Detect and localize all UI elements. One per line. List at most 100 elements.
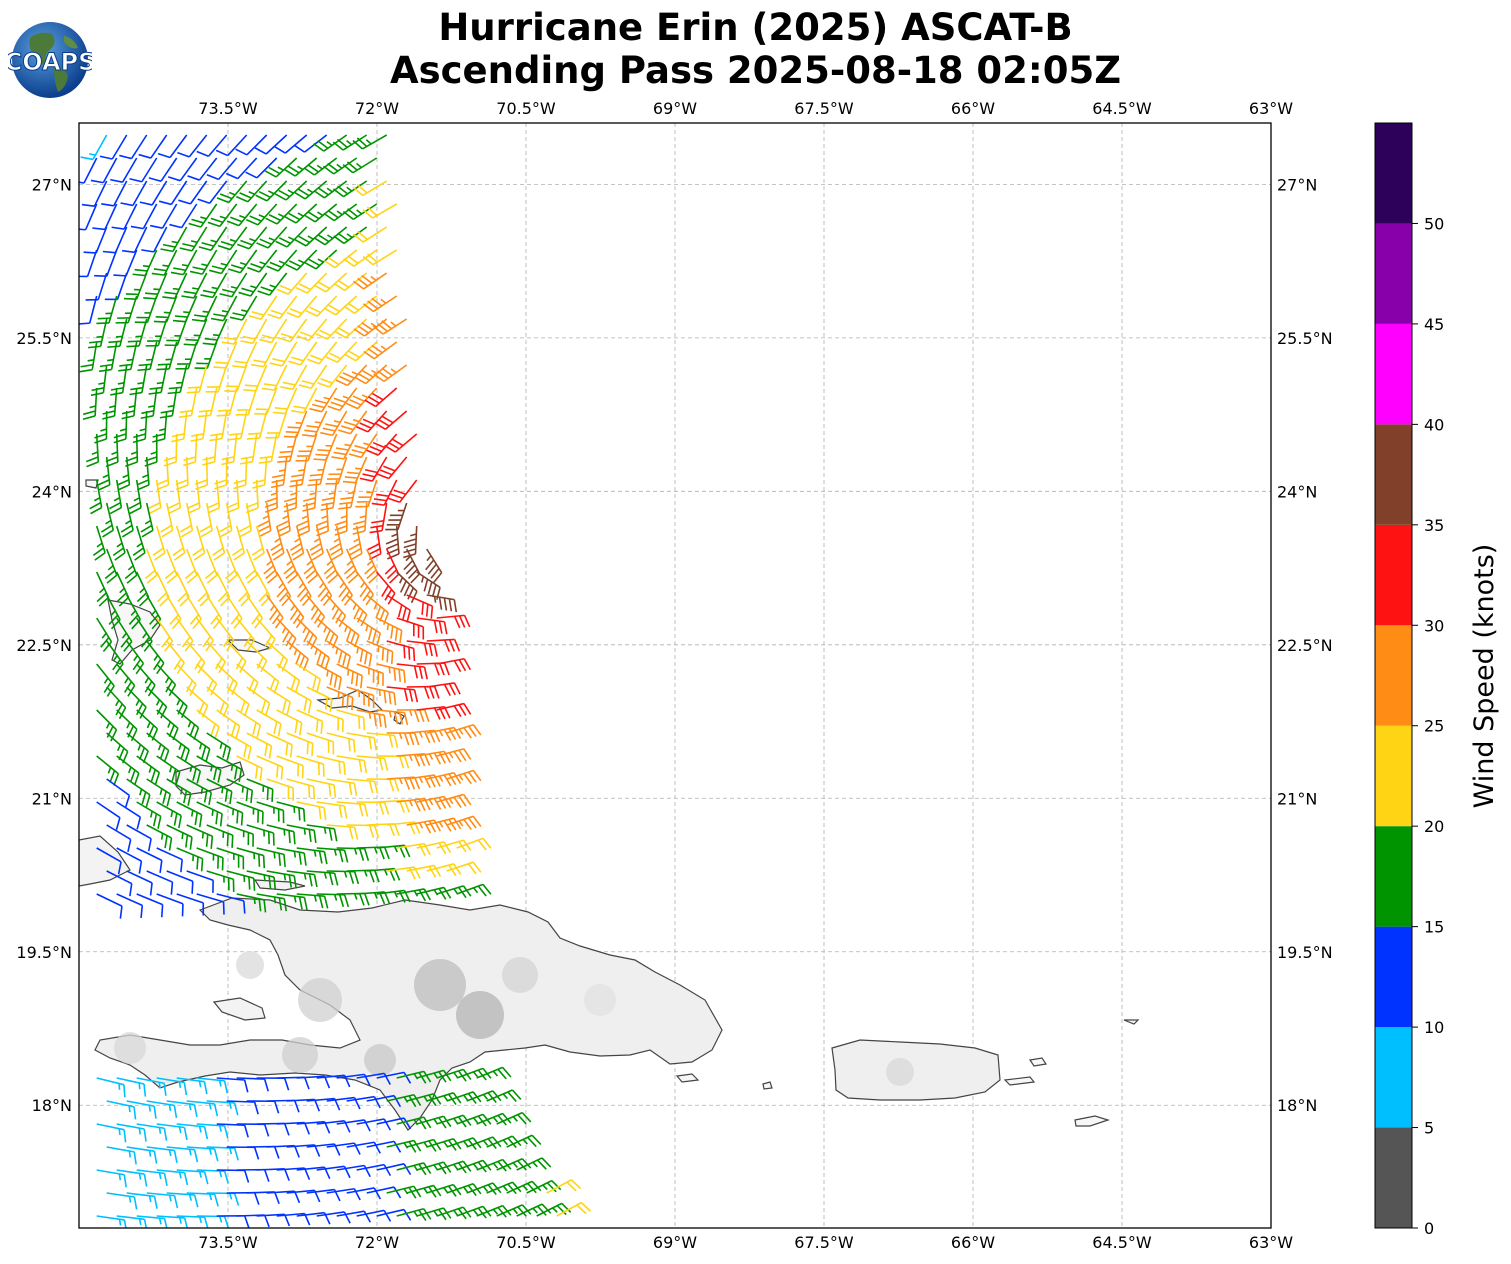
- wind-barb: [164, 318, 188, 347]
- wind-barb: [276, 801, 306, 822]
- wind-barb: [217, 226, 248, 251]
- wind-barb: [306, 732, 335, 755]
- wind-barb: [286, 1098, 321, 1112]
- wind-barb: [104, 548, 118, 584]
- wind-barb: [79, 157, 98, 184]
- terrain-shading: [414, 959, 466, 1011]
- wind-barb: [314, 272, 348, 293]
- colorbar: [1374, 122, 1413, 1229]
- wind-barb: [206, 1146, 239, 1161]
- wind-barb: [346, 778, 379, 794]
- wind-barb: [180, 502, 194, 538]
- wind-barb: [171, 410, 188, 443]
- wind-barb: [236, 1168, 270, 1182]
- wind-barb: [276, 272, 308, 295]
- wind-barb: [126, 824, 152, 852]
- wind-barb: [175, 571, 190, 607]
- wind-barb: [290, 525, 305, 561]
- colorbar-tick-label: 30: [1424, 616, 1444, 635]
- wind-barb: [376, 1208, 412, 1221]
- wind-barb: [506, 1134, 542, 1148]
- wind-barb: [144, 548, 158, 584]
- wind-barb: [197, 387, 218, 418]
- wind-barb: [106, 824, 132, 852]
- wind-barb: [286, 870, 318, 888]
- wind-barb: [106, 686, 127, 720]
- lon-tick-label-top: 64.5°W: [1092, 99, 1152, 118]
- wind-barb: [126, 870, 153, 896]
- wind-barb: [96, 709, 118, 742]
- wind-barb: [385, 525, 400, 560]
- wind-barb: [286, 778, 316, 800]
- wind-barb: [276, 893, 308, 910]
- wind-barb: [353, 272, 388, 290]
- wind-barb: [176, 709, 200, 740]
- wind-barb: [283, 548, 299, 584]
- wind-barb: [186, 686, 209, 718]
- colorbar-bin: [1375, 826, 1412, 927]
- terrain-shading: [114, 1032, 146, 1064]
- terrain-shading: [298, 978, 342, 1022]
- wind-barb: [176, 893, 205, 916]
- wind-barb: [403, 548, 421, 584]
- wind-barb: [116, 847, 143, 874]
- wind-barb: [120, 180, 148, 207]
- wind-barb: [298, 364, 328, 390]
- wind-barb: [228, 410, 248, 441]
- wind-barb: [342, 456, 368, 484]
- wind-barb: [406, 774, 441, 789]
- wind-barb: [166, 870, 194, 894]
- wind-barb: [315, 318, 348, 340]
- wind-barb: [96, 801, 121, 831]
- wind-barb: [336, 571, 353, 606]
- wind-barb: [276, 617, 297, 651]
- wind-barb: [416, 841, 452, 855]
- wind-barb: [226, 1100, 259, 1115]
- wind-barb: [348, 525, 363, 561]
- wind-barb: [426, 638, 461, 653]
- map-frame: [78, 122, 1272, 1229]
- wind-barb: [191, 295, 218, 323]
- wind-barb: [396, 571, 418, 604]
- wind-barb: [352, 226, 388, 243]
- wind-barb: [374, 410, 408, 430]
- wind-barb: [176, 847, 204, 872]
- lon-tick-label-top: 67.5°W: [794, 99, 854, 118]
- wind-barb: [113, 249, 138, 277]
- wind-barb: [266, 686, 292, 715]
- tortuga-island: [253, 879, 306, 891]
- wind-barb: [306, 778, 337, 798]
- wind-barb: [336, 617, 360, 648]
- wind-barb: [302, 479, 318, 512]
- wind-barb: [186, 732, 211, 762]
- wind-barb: [107, 318, 128, 348]
- wind-barb: [170, 249, 198, 276]
- wind-barb: [100, 502, 115, 538]
- wind-barb: [426, 817, 462, 832]
- terrain-shading: [584, 984, 616, 1016]
- wind-barb: [115, 571, 130, 607]
- lon-tick-label-top: 63°W: [1249, 99, 1293, 118]
- wind-barb: [364, 387, 398, 408]
- wind-barb: [96, 617, 113, 653]
- wind-barb: [356, 1163, 392, 1177]
- wind-barb: [403, 525, 418, 559]
- wind-barb: [188, 203, 218, 228]
- wind-barb: [115, 295, 138, 324]
- wind-barb: [186, 1192, 219, 1207]
- land-outlines: [79, 479, 1140, 1131]
- wind-barb: [304, 249, 338, 270]
- wind-barb: [166, 732, 190, 762]
- wind-barb: [200, 272, 228, 299]
- wind-barb: [406, 640, 438, 657]
- wind-barb: [336, 755, 368, 774]
- wind-barb: [296, 755, 325, 777]
- wind-barb: [155, 571, 170, 607]
- wind-barb: [206, 778, 233, 805]
- wind-barb: [166, 824, 193, 850]
- wind-barb: [386, 1139, 422, 1153]
- wind-barb: [215, 571, 231, 607]
- wind-barb: [476, 1204, 512, 1218]
- wind-barb: [106, 1192, 138, 1210]
- wind-barb: [126, 1146, 158, 1164]
